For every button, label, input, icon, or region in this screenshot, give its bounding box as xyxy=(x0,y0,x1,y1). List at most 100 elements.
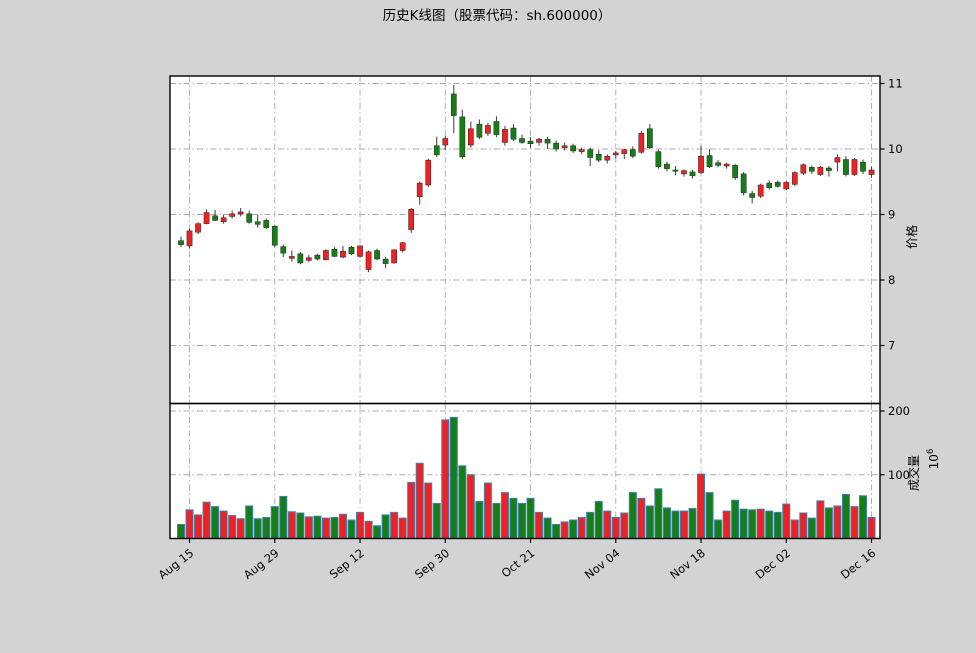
candle-up xyxy=(723,163,730,167)
volume-bar-down xyxy=(765,510,774,539)
candle-up xyxy=(195,223,201,233)
volume-bar-down xyxy=(731,499,740,539)
candle-down xyxy=(459,116,466,158)
candle-down xyxy=(766,182,773,188)
volume-bar-down xyxy=(594,501,603,539)
price-tick-label: 11 xyxy=(888,77,903,91)
price-tick-label: 7 xyxy=(888,339,895,353)
volume-bar-down xyxy=(807,517,816,539)
volume-bar-down xyxy=(714,519,723,540)
candle-down xyxy=(527,140,534,145)
candle-down xyxy=(595,153,602,161)
candle-down xyxy=(774,182,781,187)
volume-bar-down xyxy=(262,516,271,540)
candle-down xyxy=(570,145,576,152)
volume-bar-down xyxy=(841,494,850,540)
candle-up xyxy=(757,184,764,197)
date-tick-label: Oct 21 xyxy=(499,546,538,581)
volume-bar-down xyxy=(748,509,757,539)
volume-bar-up xyxy=(816,500,825,540)
candle-up xyxy=(612,152,619,156)
candle-up xyxy=(186,230,193,247)
volume-bar-up xyxy=(560,521,569,539)
volume-panel-border xyxy=(169,402,881,540)
candle-down xyxy=(374,250,380,260)
candle-down xyxy=(263,220,270,228)
volume-bar-down xyxy=(245,505,254,539)
volume-bar-down xyxy=(432,502,441,539)
candle-up xyxy=(323,250,329,260)
candle-up xyxy=(783,182,790,190)
candle-up xyxy=(203,212,210,224)
candle-down xyxy=(740,173,747,194)
candle-up xyxy=(561,145,568,148)
volume-bar-up xyxy=(756,508,765,539)
volume-bar-down xyxy=(654,488,663,539)
candle-up xyxy=(229,213,236,217)
volume-bar-up xyxy=(637,497,646,539)
volume-bar-up xyxy=(236,518,245,539)
volume-bar-down xyxy=(824,507,833,539)
candle-down xyxy=(715,162,721,166)
volume-bar-down xyxy=(458,465,467,540)
candle-down xyxy=(433,145,440,156)
volume-bar-down xyxy=(492,502,501,539)
candle-down xyxy=(544,138,551,144)
candle-up xyxy=(220,217,227,222)
candle-up xyxy=(604,155,611,161)
volume-bar-up xyxy=(611,516,620,540)
candle-down xyxy=(749,193,756,198)
candle-up xyxy=(791,172,798,185)
date-tick-label: Dec 02 xyxy=(753,546,794,582)
volume-bar-down xyxy=(373,525,382,539)
volume-bar-down xyxy=(177,523,185,539)
candle-up xyxy=(365,251,372,270)
volume-bar-up xyxy=(304,516,313,540)
volume-bar-up xyxy=(535,511,544,539)
price-tick-label: 8 xyxy=(888,273,895,287)
volume-bar-up xyxy=(799,512,808,539)
candle-up xyxy=(800,164,807,174)
volume-bar-up xyxy=(338,513,347,540)
candle-down xyxy=(246,213,253,223)
candle-down xyxy=(212,215,218,221)
volume-bar-down xyxy=(671,510,680,539)
volume-bar-down xyxy=(518,502,526,539)
volume-bar-down xyxy=(859,495,867,540)
volume-bar-up xyxy=(424,482,433,540)
candle-up xyxy=(638,133,645,153)
candle-down xyxy=(254,221,261,225)
volume-bar-down xyxy=(773,511,782,539)
candle-down xyxy=(450,93,457,116)
volume-bar-up xyxy=(867,516,876,540)
chart-title: 历史K线图（股票代码：sh.600000） xyxy=(383,8,612,24)
candle-down xyxy=(297,253,304,264)
candle-down xyxy=(664,163,670,169)
volume-bar-up xyxy=(833,505,842,539)
volume-bar-down xyxy=(475,501,484,539)
candle-up xyxy=(851,159,858,175)
candle-up xyxy=(621,149,628,154)
candle-up xyxy=(306,257,312,261)
volume-bar-down xyxy=(313,515,322,539)
volume-bar-down xyxy=(270,506,279,539)
candle-down xyxy=(519,138,525,143)
volume-bar-down xyxy=(526,497,535,539)
candle-up xyxy=(834,157,841,163)
candlesticks-layer xyxy=(178,84,875,273)
volume-axis-label: 成交量 xyxy=(906,455,921,491)
volume-bar-up xyxy=(287,511,296,540)
price-tick-label: 9 xyxy=(888,208,895,222)
volume-bar-up xyxy=(782,503,791,540)
volume-bar-up xyxy=(466,474,475,539)
candle-up xyxy=(698,155,704,173)
volume-bar-down xyxy=(705,492,714,540)
price-axis-label: 价格 xyxy=(904,225,919,249)
volume-bar-down xyxy=(449,416,458,539)
volume-bar-up xyxy=(364,520,373,539)
candle-down xyxy=(553,142,559,150)
volume-bar-up xyxy=(850,506,859,539)
candle-up xyxy=(536,138,542,143)
price-panel-background xyxy=(170,76,880,404)
